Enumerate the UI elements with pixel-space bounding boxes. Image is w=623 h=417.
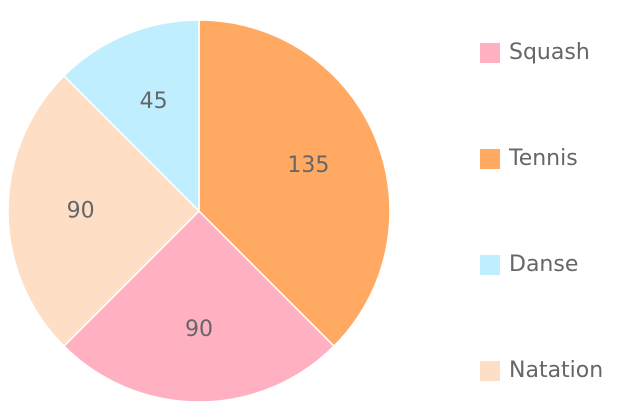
legend-swatch-danse (480, 255, 500, 275)
legend: Squash Tennis Danse Natation (480, 0, 623, 417)
pie-slice-danse[interactable] (62, 19, 200, 213)
legend-item-tennis[interactable]: Tennis (480, 146, 578, 172)
legend-item-danse[interactable]: Danse (480, 252, 578, 278)
pie-slice-natation[interactable] (7, 74, 201, 348)
data-label-tennis: 135 (287, 153, 329, 178)
legend-item-squash[interactable]: Squash (480, 40, 590, 66)
pie-slice-tennis[interactable] (198, 19, 391, 348)
legend-label-tennis: Tennis (509, 146, 578, 171)
pie-slice-squash[interactable] (62, 209, 336, 403)
data-label-squash: 90 (185, 317, 213, 342)
legend-item-natation[interactable]: Natation (480, 358, 603, 384)
legend-label-natation: Natation (509, 358, 604, 383)
pie-data-labels: 90 135 45 90 (67, 89, 330, 342)
legend-swatch-tennis (480, 149, 500, 169)
legend-swatch-natation (480, 361, 500, 381)
data-label-danse: 45 (140, 89, 168, 114)
pie-slices (7, 19, 391, 403)
legend-label-squash: Squash (509, 40, 590, 65)
legend-swatch-squash (480, 43, 500, 63)
data-label-natation: 90 (67, 199, 95, 224)
legend-label-danse: Danse (509, 252, 579, 277)
